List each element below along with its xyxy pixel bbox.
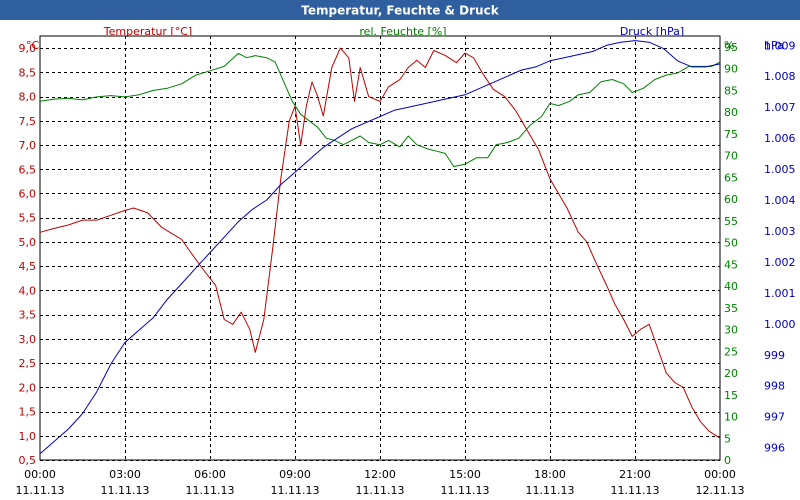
x-tick-date: 11.11.13 <box>16 484 65 497</box>
humid-tick-label: 75 <box>724 128 738 141</box>
humid-tick-label: 55 <box>724 215 738 228</box>
x-tick-time: 18:00 <box>534 468 566 481</box>
series-lines <box>39 40 721 455</box>
press-tick-label: 996 <box>764 442 785 455</box>
x-tick-date: 12.11.13 <box>696 484 745 497</box>
temp-tick-label: 9,0 <box>19 42 37 55</box>
temp-tick-label: 8,0 <box>19 91 37 104</box>
humid-tick-label: 45 <box>724 258 738 271</box>
humid-tick-label: 15 <box>724 389 738 402</box>
press-tick-label: 997 <box>764 411 785 424</box>
x-tick-time: 06:00 <box>194 468 226 481</box>
temp-unit-label: °C <box>26 39 40 52</box>
humid-tick-label: 20 <box>724 367 738 380</box>
humid-unit-label: % <box>724 39 734 52</box>
humid-tick-label: 70 <box>724 150 738 163</box>
press-tick-label: 1.006 <box>764 132 796 145</box>
temp-tick-label: 2,5 <box>19 357 37 370</box>
temp-tick-label: 8,5 <box>19 66 37 79</box>
x-tick-date: 11.11.13 <box>526 484 575 497</box>
temp-tick-label: 3,0 <box>19 333 37 346</box>
x-tick-time: 09:00 <box>279 468 311 481</box>
humid-tick-label: 40 <box>724 280 738 293</box>
axes: 0,5 1,0 1,5 2,0 2,5 3,0 3,5 4,0 4,5 5,0 5,5 6,0 6,5 7… <box>16 25 796 497</box>
press-unit-label: hPa <box>764 39 784 52</box>
press-tick-label: 1.005 <box>764 163 796 176</box>
x-tick-date: 11.11.13 <box>186 484 235 497</box>
temp-tick-label: 4,5 <box>19 260 37 273</box>
temp-tick-label: 4,0 <box>19 284 37 297</box>
press-tick-label: 1.002 <box>764 256 796 269</box>
series-line-temp <box>39 47 721 439</box>
humid-tick-label: 30 <box>724 324 738 337</box>
temp-tick-label: 0,5 <box>19 454 37 467</box>
humid-tick-label: 25 <box>724 345 738 358</box>
temp-tick-label: 1,5 <box>19 406 37 419</box>
temp-tick-label: 7,0 <box>19 139 37 152</box>
x-tick-time: 00:00 <box>24 468 56 481</box>
legend-humid: rel. Feuchte [%] <box>359 25 446 38</box>
temp-tick-label: 2,0 <box>19 381 37 394</box>
chart-title: Temperatur, Feuchte & Druck <box>301 4 499 18</box>
legend-temp: Temperatur [°C] <box>103 25 192 38</box>
humid-tick-label: 5 <box>724 432 731 445</box>
humid-tick-label: 85 <box>724 84 738 97</box>
press-tick-label: 1.007 <box>764 101 796 114</box>
temp-tick-label: 3,5 <box>19 309 37 322</box>
press-tick-label: 1.004 <box>764 194 796 207</box>
press-tick-label: 998 <box>764 380 785 393</box>
press-tick-label: 1.001 <box>764 287 796 300</box>
x-tick-time: 03:00 <box>109 468 141 481</box>
title-bar <box>0 0 800 20</box>
humid-tick-label: 10 <box>724 411 738 424</box>
x-tick-time: 15:00 <box>449 468 481 481</box>
press-tick-label: 1.009 <box>764 39 796 52</box>
legend-press: Druck [hPa] <box>620 25 684 38</box>
humid-tick-label: 35 <box>724 302 738 315</box>
series-line-humid <box>39 52 721 167</box>
humid-tick-label: 65 <box>724 171 738 184</box>
x-tick-date: 11.11.13 <box>611 484 660 497</box>
temp-tick-label: 7,5 <box>19 115 37 128</box>
press-tick-label: 999 <box>764 349 785 362</box>
temp-tick-label: 5,0 <box>19 236 37 249</box>
temp-tick-label: 1,0 <box>19 430 37 443</box>
humid-tick-label: 95 <box>724 41 738 54</box>
x-tick-date: 11.11.13 <box>101 484 150 497</box>
grid <box>39 35 721 461</box>
series-line-press <box>39 40 721 455</box>
humid-tick-label: 80 <box>724 106 738 119</box>
x-tick-time: 21:00 <box>619 468 651 481</box>
x-tick-time: 00:00 <box>704 468 736 481</box>
humid-tick-label: 50 <box>724 237 738 250</box>
x-tick-time: 12:00 <box>364 468 396 481</box>
press-tick-label: 1.008 <box>764 70 796 83</box>
x-tick-date: 11.11.13 <box>441 484 490 497</box>
press-tick-label: 1.003 <box>764 225 796 238</box>
x-tick-date: 11.11.13 <box>271 484 320 497</box>
humid-tick-label: 90 <box>724 63 738 76</box>
humid-tick-label: 60 <box>724 193 738 206</box>
temp-tick-label: 5,5 <box>19 212 37 225</box>
x-tick-date: 11.11.13 <box>356 484 405 497</box>
temp-tick-label: 6,5 <box>19 163 37 176</box>
humid-tick-label: 0 <box>724 454 731 467</box>
press-tick-label: 1.000 <box>764 318 796 331</box>
temp-tick-label: 6,0 <box>19 187 37 200</box>
